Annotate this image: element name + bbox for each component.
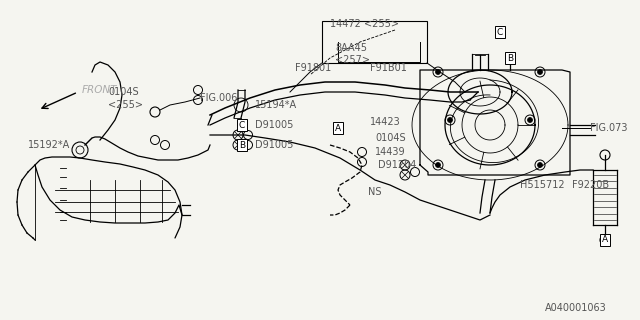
- Text: FRONT: FRONT: [82, 85, 118, 95]
- Text: 0104S: 0104S: [375, 133, 406, 143]
- Circle shape: [538, 69, 543, 75]
- Text: D91204: D91204: [378, 160, 417, 170]
- Circle shape: [447, 117, 452, 123]
- Text: A040001063: A040001063: [545, 303, 607, 313]
- Circle shape: [527, 117, 532, 123]
- Text: C: C: [239, 121, 245, 130]
- Text: D91005: D91005: [255, 140, 293, 150]
- Text: C: C: [497, 28, 503, 36]
- Text: 0104S: 0104S: [108, 87, 139, 97]
- Text: 15194*A: 15194*A: [255, 100, 297, 110]
- Text: H515712: H515712: [520, 180, 564, 190]
- Circle shape: [538, 163, 543, 167]
- Text: 8AA45: 8AA45: [335, 43, 367, 53]
- Text: NS: NS: [368, 187, 381, 197]
- Text: F9220B: F9220B: [572, 180, 609, 190]
- Text: 15192*A: 15192*A: [28, 140, 70, 150]
- Text: B: B: [239, 140, 245, 149]
- Text: 14472 <255>: 14472 <255>: [330, 19, 399, 29]
- Text: F91B01: F91B01: [370, 63, 407, 73]
- Text: <257>: <257>: [335, 55, 370, 65]
- Text: 14423: 14423: [370, 117, 401, 127]
- Text: A: A: [602, 236, 608, 244]
- Circle shape: [435, 163, 440, 167]
- Text: B: B: [507, 53, 513, 62]
- Text: A: A: [335, 124, 341, 132]
- Text: D91005: D91005: [255, 120, 293, 130]
- Text: F91801: F91801: [295, 63, 332, 73]
- Text: 14439: 14439: [375, 147, 406, 157]
- Circle shape: [435, 69, 440, 75]
- Text: FIG.006: FIG.006: [200, 93, 237, 103]
- Bar: [322, 21, 427, 63]
- Text: <255>: <255>: [108, 100, 143, 110]
- Text: FIG.073: FIG.073: [590, 123, 627, 133]
